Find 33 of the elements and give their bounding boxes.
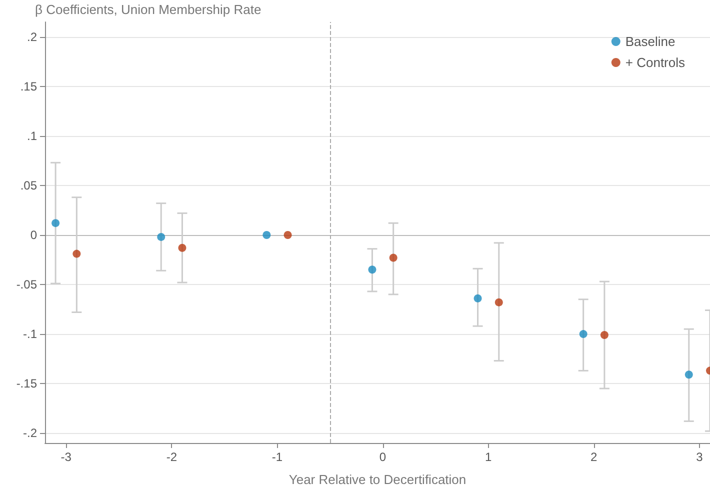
point [600,331,608,340]
y-tick-label: -.1 [22,327,38,342]
point [474,294,482,302]
x-tick-label: 1 [484,450,492,464]
legend-label: Baseline [625,34,676,49]
point [52,219,60,228]
y-tick-label: .15 [20,79,38,94]
y-tick-label: 0 [30,228,38,242]
point [494,298,503,306]
x-axis-title: Year Relative to Decertification [288,472,466,487]
x-tick-label: 3 [696,450,704,464]
point [368,266,376,274]
y-tick-label: -.05 [16,278,38,292]
point [72,250,81,258]
x-tick-label: -3 [60,450,72,464]
x-tick-label: -2 [166,450,178,464]
y-axis-title: β Coefficients, Union Membership Rate [35,2,262,17]
x-tick-label: 2 [590,450,598,464]
point [284,230,292,239]
y-tick-label: .1 [26,128,38,143]
point [389,254,398,262]
point [684,370,693,379]
x-tick-label: 0 [379,450,386,464]
y-tick-label: -.2 [22,426,38,440]
point [262,230,271,239]
point [178,244,186,252]
point [579,330,588,338]
legend-label: + Controls [625,55,686,70]
y-tick-label: .05 [20,178,38,192]
y-tick-label: -.15 [16,376,38,391]
x-tick-label: -1 [272,450,283,464]
y-tick-label: .2 [26,30,38,44]
point [157,232,166,241]
